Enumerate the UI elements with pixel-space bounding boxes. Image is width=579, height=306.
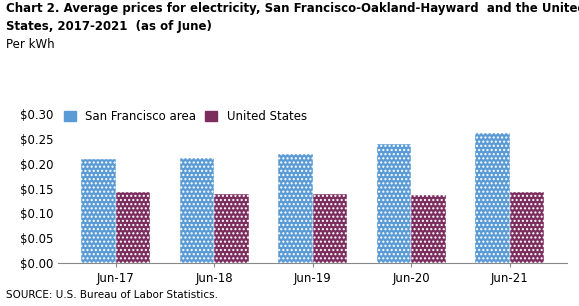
Bar	[179, 158, 214, 263]
Bar	[411, 195, 446, 263]
Bar	[510, 192, 544, 263]
Bar	[475, 133, 510, 263]
Bar	[377, 144, 411, 263]
Text: SOURCE: U.S. Bureau of Labor Statistics.: SOURCE: U.S. Bureau of Labor Statistics.	[6, 290, 218, 300]
Text: Per kWh: Per kWh	[6, 38, 54, 51]
Bar	[278, 154, 313, 263]
Bar	[214, 194, 248, 263]
Bar	[81, 159, 116, 263]
Bar	[116, 192, 150, 263]
Text: States, 2017-2021  (as of June): States, 2017-2021 (as of June)	[6, 20, 212, 33]
Text: Chart 2. Average prices for electricity, San Francisco-Oakland-Hayward  and the : Chart 2. Average prices for electricity,…	[6, 2, 579, 14]
Legend: San Francisco area, United States: San Francisco area, United States	[64, 110, 307, 123]
Bar	[313, 194, 347, 263]
